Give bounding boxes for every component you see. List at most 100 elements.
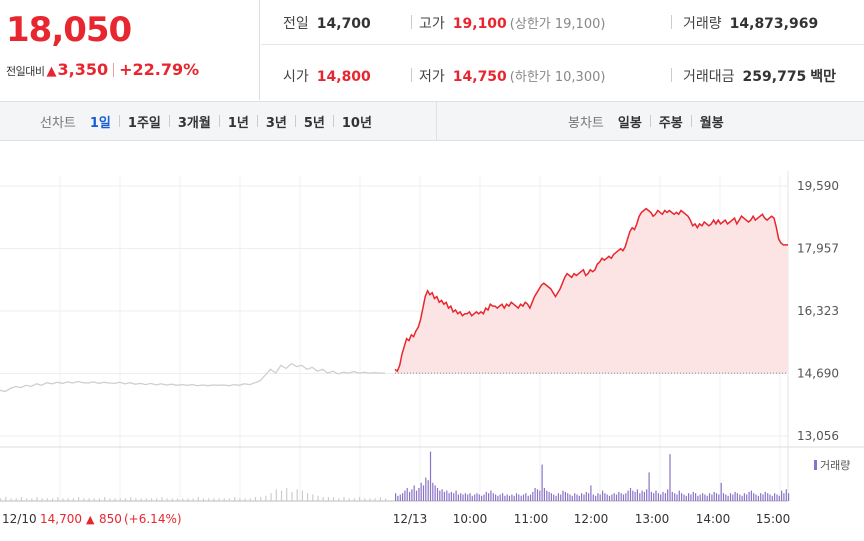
stat-volume: 거래량 14,873,969: [683, 13, 818, 33]
volume-bar-prev: [41, 498, 43, 501]
volume-bar-prev: [275, 489, 277, 501]
volume-bar-prev: [234, 497, 236, 501]
volume-bar-today: [718, 494, 720, 501]
volume-bar-prev: [46, 498, 48, 501]
period-title: 선차트: [40, 115, 76, 131]
volume-bar-prev: [15, 498, 17, 501]
volume-bar-prev: [36, 497, 38, 501]
volume-bar-prev: [62, 498, 64, 501]
stat-sub: (하한가 10,300): [509, 70, 606, 85]
volume-bar-today: [520, 495, 522, 501]
volume-bar-today: [578, 495, 580, 501]
volume-bar-today: [448, 493, 450, 501]
volume-bar-today: [629, 488, 632, 501]
volume-bar-today: [511, 494, 513, 501]
change-divider: [113, 62, 115, 77]
volume-bar-prev: [20, 497, 22, 501]
volume-bar-prev: [317, 495, 319, 501]
period-option-4[interactable]: 1년: [227, 115, 249, 131]
today-area-fill: [395, 208, 788, 374]
period-option-1[interactable]: 1일: [89, 115, 111, 131]
volume-bar-today: [567, 493, 569, 501]
volume-bar-today: [611, 494, 613, 501]
prev-day-change: 850: [99, 512, 122, 526]
volume-bar-today: [725, 494, 727, 501]
change-amount: 3,350: [57, 60, 109, 79]
option-separator: [218, 114, 220, 127]
option-separator: [118, 114, 120, 127]
candle-option-3[interactable]: 월봉: [699, 115, 724, 131]
volume-bar-today: [508, 495, 511, 501]
volume-bar-prev: [130, 497, 132, 501]
x-tick-label: 13:00: [635, 512, 670, 526]
volume-bar-today: [590, 485, 592, 501]
volume-bar-today: [406, 488, 408, 501]
period-option-2[interactable]: 1주일: [127, 115, 161, 131]
volume-bar-today: [671, 491, 673, 501]
y-tick-label: 19,590: [797, 179, 839, 193]
volume-bar-today: [743, 493, 745, 501]
volume-bar-prev: [187, 498, 189, 501]
volume-bar-today: [597, 493, 599, 501]
volume-bar-today: [643, 491, 645, 501]
volume-bar-prev: [161, 497, 163, 501]
volume-bar-today: [583, 494, 585, 501]
volume-bar-today: [453, 493, 455, 501]
volume-bar-today: [625, 493, 627, 501]
volume-bar-prev: [124, 498, 127, 501]
period-option-3[interactable]: 3개월: [177, 115, 211, 131]
volume-bar-prev: [228, 498, 231, 501]
x-tick-label: 15:00: [756, 512, 791, 526]
volume-bar-today: [757, 495, 759, 501]
volume-bar-today: [769, 494, 771, 501]
volume-bar-today: [702, 493, 704, 501]
volume-bar-prev: [223, 498, 225, 501]
volume-bar-today: [753, 493, 755, 501]
volume-bar-prev: [176, 498, 179, 501]
volume-bar-prev: [254, 497, 257, 501]
volume-bar-prev: [88, 498, 90, 501]
volume-bar-today: [413, 485, 415, 501]
volume-bar-prev: [291, 491, 293, 501]
stat-open: 시가 14,800: [283, 66, 371, 86]
volume-bar-today: [741, 495, 743, 501]
volume-bar-prev: [364, 498, 366, 501]
volume-bar-today: [474, 494, 476, 501]
stat-separator: [671, 15, 672, 29]
period-option-7[interactable]: 10년: [341, 115, 372, 131]
volume-bar-today: [455, 490, 457, 501]
y-tick-labels: 19,590 17,957 16,323 14,690 13,056: [797, 179, 839, 443]
volume-bar-today: [674, 493, 676, 501]
volume-bar-prev: [52, 498, 54, 501]
period-option-6[interactable]: 5년: [303, 115, 325, 131]
volume-bar-today: [409, 491, 411, 501]
series-line-today: [394, 207, 788, 373]
volume-bar-prev: [307, 493, 309, 501]
volume-bar-today: [532, 491, 534, 501]
volume-bar-today: [541, 464, 543, 501]
volume-bar-today: [662, 491, 664, 501]
volume-bar-today: [553, 494, 555, 501]
volume-bar-prev: [192, 498, 194, 501]
stat-label: 저가: [419, 69, 445, 85]
x-tick-label: 10:00: [453, 512, 488, 526]
volume-bar-prev: [338, 498, 340, 501]
volume-bar-today: [781, 490, 783, 501]
candle-option-1[interactable]: 일봉: [617, 115, 642, 131]
volume-bar-today: [490, 490, 492, 501]
prev-day-rate: (+6.14%): [124, 512, 182, 526]
period-option-5[interactable]: 3년: [265, 115, 287, 131]
stat-label: 거래대금: [683, 69, 735, 85]
volume-bar-today: [548, 491, 550, 501]
volume-bar-today: [432, 482, 434, 501]
volume-bar-today: [585, 491, 587, 501]
volume-bar-today: [788, 493, 790, 501]
candle-option-2[interactable]: 주봉: [658, 115, 683, 131]
volume-bar-today: [460, 493, 462, 501]
prev-day-label: 12/10 14,700 ▲ 850 (+6.14%): [2, 512, 182, 526]
volume-bar-today: [564, 491, 566, 501]
volume-bar-today: [669, 454, 671, 501]
volume-bars: [0, 451, 790, 501]
volume-bar-today: [399, 494, 401, 501]
volume-bar-today: [576, 494, 578, 501]
